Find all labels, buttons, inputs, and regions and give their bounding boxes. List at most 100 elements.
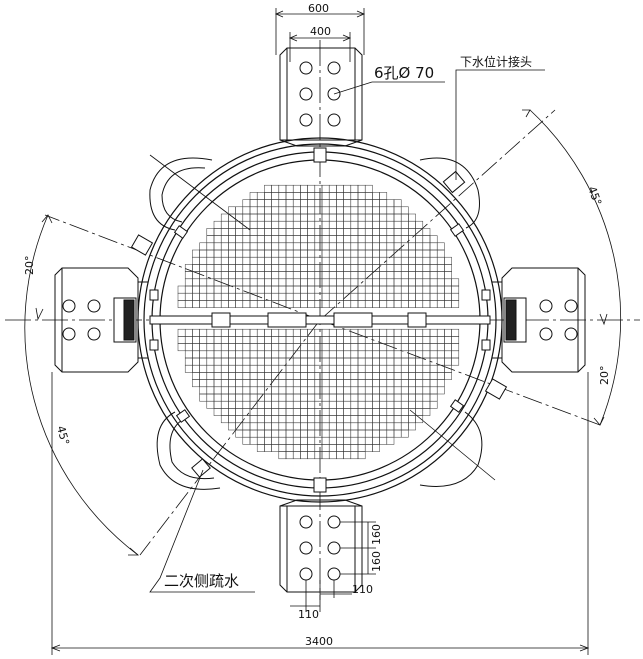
tube-cell (321, 278, 330, 287)
tube-cell (264, 328, 272, 337)
tube-cell (264, 343, 272, 352)
tube-cell (321, 213, 330, 222)
tube-cell (408, 336, 416, 344)
tube-cell (400, 393, 409, 402)
tube-cell (393, 357, 402, 366)
tube-cell (228, 271, 236, 280)
tube-cell (307, 249, 316, 258)
tube-cell (386, 328, 395, 337)
tube-cell (292, 436, 301, 445)
tube-cell (264, 393, 272, 402)
ring-lugs (149, 157, 483, 490)
tube-cell (206, 386, 215, 395)
tube-cell (220, 220, 229, 229)
tube-cell (422, 393, 431, 402)
tube-cell (393, 408, 402, 416)
tube-cell (256, 436, 265, 445)
tube-cell (336, 350, 344, 359)
tube-cell (379, 220, 388, 229)
tube-cell (235, 429, 244, 438)
tube-cell (228, 343, 236, 352)
tube-cell (422, 242, 431, 251)
tube-cell (300, 199, 308, 208)
tube-cell (343, 372, 352, 380)
tube-cell (357, 228, 366, 236)
tube-cell (357, 350, 366, 359)
tube-cell (400, 379, 409, 388)
tube-cell (184, 300, 193, 308)
tube-cell (235, 328, 244, 337)
tube-cell (400, 400, 409, 409)
tube-cell (249, 357, 258, 366)
tube-cell (285, 199, 294, 208)
tube-cell (379, 350, 388, 359)
tube-cell (336, 415, 344, 424)
tube-cell (436, 386, 445, 395)
tube-cell (307, 400, 316, 409)
tube-cell (343, 235, 352, 244)
lug-lower-left (156, 411, 221, 490)
tube-cell (264, 408, 272, 416)
tube-cell (285, 300, 294, 308)
tube-cell (408, 249, 416, 258)
tube-cell (400, 278, 409, 287)
bolt-holes (62, 61, 578, 581)
tube-cell (436, 278, 445, 287)
tube-cell (386, 364, 395, 373)
tube-cell (422, 372, 431, 380)
tube-cell (350, 300, 359, 308)
tube-cell (350, 220, 359, 229)
tube-cell (429, 400, 438, 409)
tube-cell (285, 328, 294, 337)
tube-cell (422, 379, 431, 388)
tube-cell (393, 285, 402, 294)
tube-cell (242, 328, 251, 337)
tube-cell (307, 213, 316, 222)
tube-cell (249, 436, 258, 445)
tube-cell (271, 429, 280, 438)
tube-cell (278, 271, 287, 280)
tube-cell (192, 249, 200, 258)
tube-cell (336, 206, 344, 215)
tube-cell (220, 235, 229, 244)
tube-cell (393, 328, 402, 337)
tube-cell (372, 328, 380, 337)
tube-cell (314, 271, 323, 280)
tube-cell (321, 184, 330, 193)
tube-cell (386, 408, 395, 416)
tube-cell (350, 436, 359, 445)
tube-cell (242, 408, 251, 416)
tube-cell (256, 328, 265, 337)
tube-cell (429, 278, 438, 287)
tube-cell (364, 386, 373, 395)
tube-cell (300, 220, 308, 229)
tube-cell (264, 350, 272, 359)
tube-cell (343, 379, 352, 388)
tube-cell (336, 343, 344, 352)
tube-cell (220, 300, 229, 308)
tube-cell (249, 415, 258, 424)
tube-cell (357, 213, 366, 222)
tube-cell (292, 213, 301, 222)
tube-cell (314, 192, 323, 200)
tube-cell (357, 264, 366, 272)
tube-cell (328, 264, 337, 272)
tube-cell (242, 386, 251, 395)
tube-cell (242, 336, 251, 344)
leader-holes (333, 81, 373, 95)
tube-cell (307, 408, 316, 416)
tube-cell (379, 429, 388, 438)
tube-cell (379, 415, 388, 424)
tube-cell (436, 328, 445, 337)
tube-cell (242, 343, 251, 352)
tube-cell (436, 256, 445, 265)
top-flange (279, 47, 363, 147)
tube-cell (206, 372, 215, 380)
tube-cell (321, 357, 330, 366)
tube-cell (264, 278, 272, 287)
tube-cell (242, 213, 251, 222)
tube-cell (292, 278, 301, 287)
tube-cell (400, 429, 409, 438)
tube-cell (393, 235, 402, 244)
tube-cell (429, 242, 438, 251)
